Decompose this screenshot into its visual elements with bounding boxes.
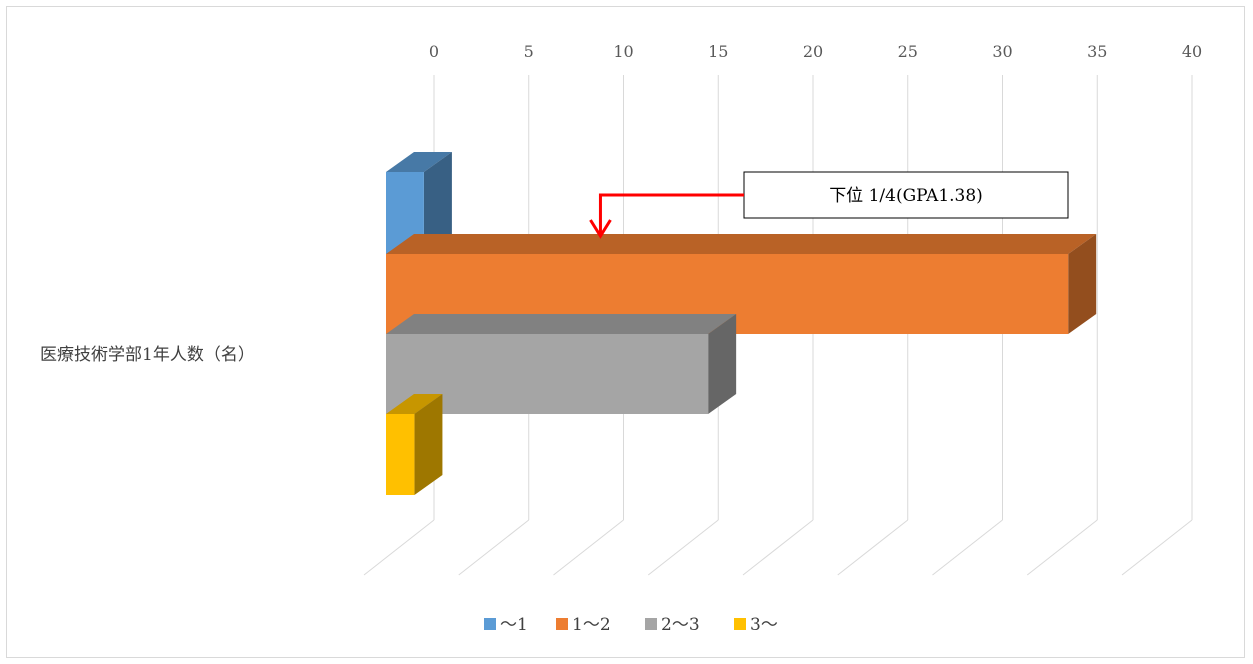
bar-side-face — [423, 152, 452, 254]
x-tick-label: 30 — [992, 42, 1012, 61]
legend-swatch — [556, 618, 568, 630]
legend-label: 3～ — [750, 615, 778, 635]
bar-side-face — [414, 394, 443, 495]
floor-gridline-15 — [647, 519, 719, 576]
x-tick-label: 40 — [1182, 42, 1202, 61]
x-axis-ticks: 0 5 10 15 20 25 30 35 40 — [429, 42, 1202, 61]
bar-series-3 — [386, 394, 443, 495]
legend-label: 2～3 — [661, 615, 700, 635]
bar-side-face — [1068, 234, 1097, 334]
annotation-box — [743, 171, 1069, 219]
floor-gridline-25 — [837, 519, 909, 576]
x-tick-label: 0 — [429, 42, 439, 61]
floor-gridline-0 — [363, 519, 435, 576]
x-tick-label: 5 — [524, 42, 534, 61]
legend-label: 1～2 — [572, 615, 611, 635]
bar-top-face — [386, 394, 443, 414]
floor-gridline-35 — [1026, 519, 1098, 576]
x-tick-label: 35 — [1087, 42, 1107, 61]
legend-swatch — [734, 618, 746, 630]
annotation-arrow-head — [589, 219, 612, 239]
bar-side-face — [708, 314, 737, 414]
legend-label: ～1 — [500, 615, 528, 635]
floor-gridline-30 — [932, 519, 1003, 576]
x-tick-label: 25 — [898, 42, 918, 61]
floor-gridline-40 — [1121, 519, 1193, 576]
x-tick-label: 10 — [613, 42, 633, 61]
bar-top-face — [386, 234, 1097, 254]
x-tick-label: 15 — [708, 42, 728, 61]
bars — [386, 152, 1097, 495]
category-label: 医療技術学部1年人数（名） — [40, 345, 255, 365]
legend-swatch — [645, 618, 657, 630]
legend: ～1 1～2 2～3 3～ — [484, 615, 778, 635]
bar-front-face — [386, 414, 415, 495]
floor-gridline-5 — [458, 519, 530, 576]
chart-frame — [6, 6, 1245, 658]
annotation: 下位 1/4(GPA1.38) — [589, 171, 1069, 239]
legend-swatch — [484, 618, 496, 630]
floor-gridline-10 — [553, 519, 624, 576]
x-tick-label: 20 — [803, 42, 823, 61]
floor-gridline-20 — [742, 519, 814, 576]
bar-top-face — [386, 152, 452, 172]
bar-top-face — [386, 314, 737, 334]
annotation-arrow — [598, 193, 744, 236]
annotation-text: 下位 1/4(GPA1.38) — [829, 186, 983, 206]
